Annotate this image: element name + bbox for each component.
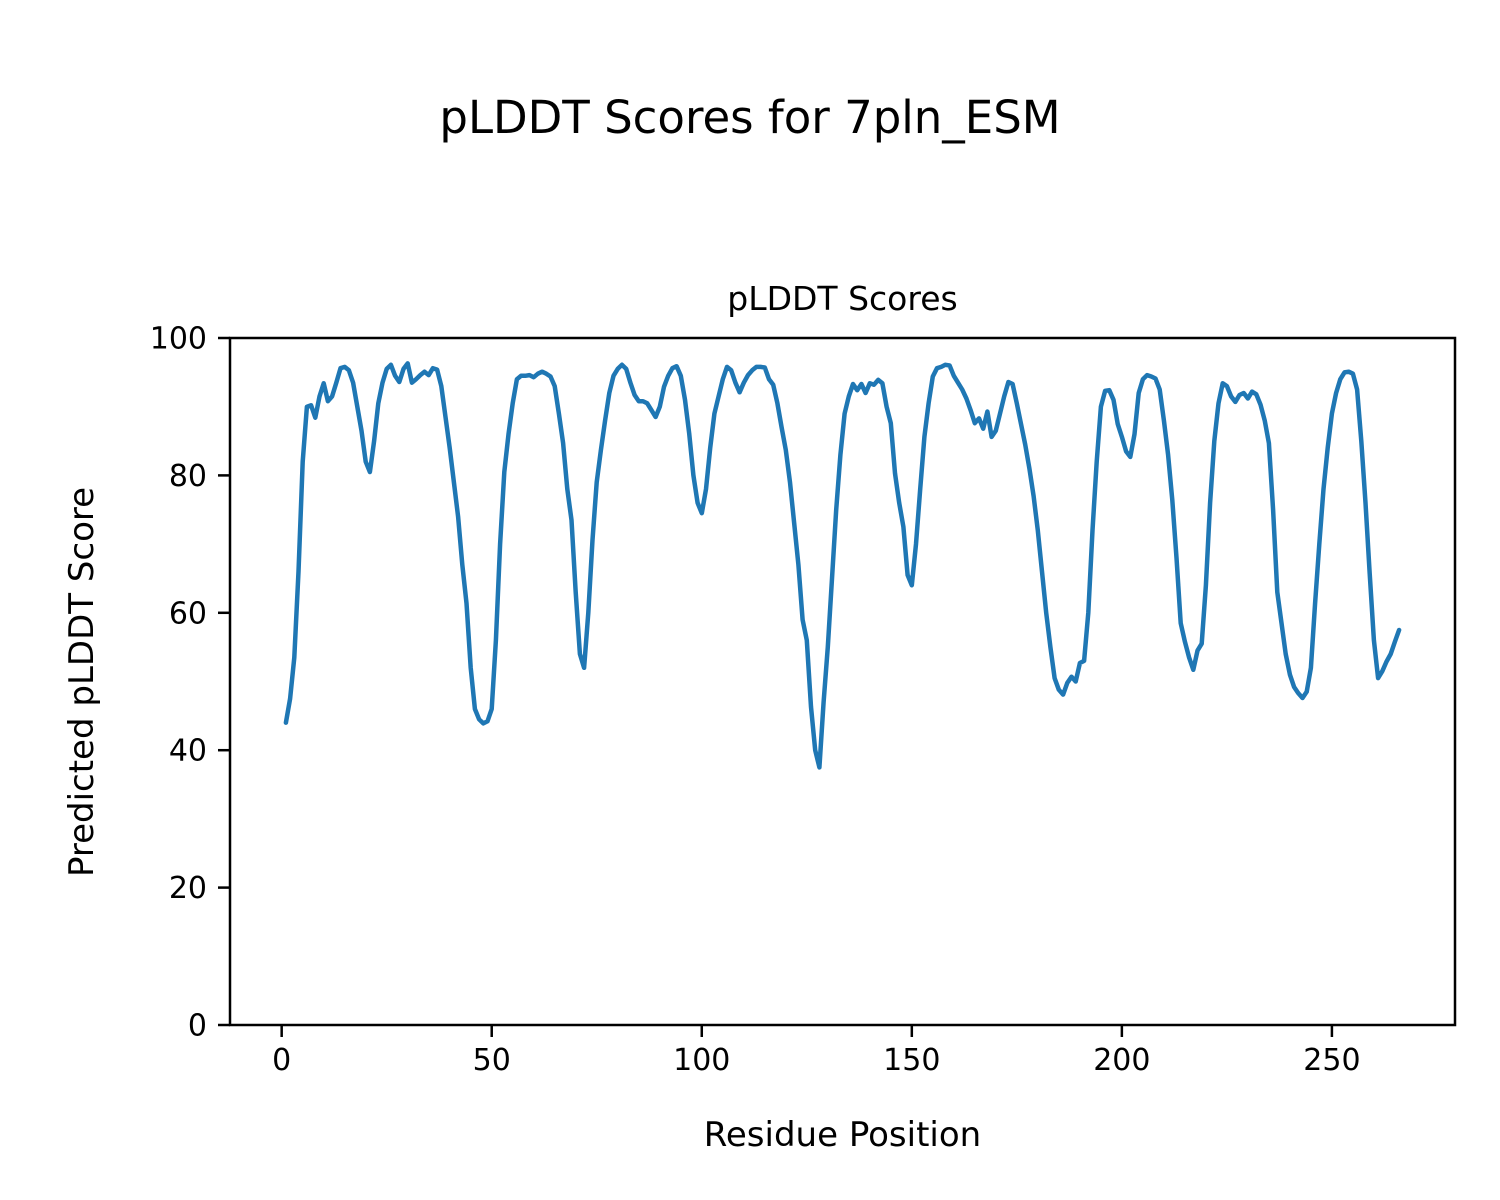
x-tick-label: 100 <box>673 1043 730 1078</box>
y-tick-label: 100 <box>150 322 207 357</box>
x-tick-label: 50 <box>473 1043 511 1078</box>
x-tick-label: 200 <box>1093 1043 1150 1078</box>
y-tick-label: 60 <box>169 596 207 631</box>
axes-spines <box>228 336 1457 1027</box>
x-tick-label: 0 <box>272 1043 291 1078</box>
plddt-line <box>283 361 1402 770</box>
y-tick-label: 0 <box>188 1009 207 1044</box>
y-tick-label: 80 <box>169 459 207 494</box>
y-tick-label: 20 <box>169 871 207 906</box>
y-tick-label: 40 <box>169 734 207 769</box>
y-axis-label: Predicted pLDDT Score <box>62 486 102 878</box>
x-tick-label: 150 <box>883 1043 940 1078</box>
x-tick-label: 250 <box>1303 1043 1360 1078</box>
x-axis-label: Residue Position <box>703 1115 982 1155</box>
axes-title: pLDDT Scores <box>727 279 958 318</box>
figure-title: pLDDT Scores for 7pln_ESM <box>439 91 1061 144</box>
